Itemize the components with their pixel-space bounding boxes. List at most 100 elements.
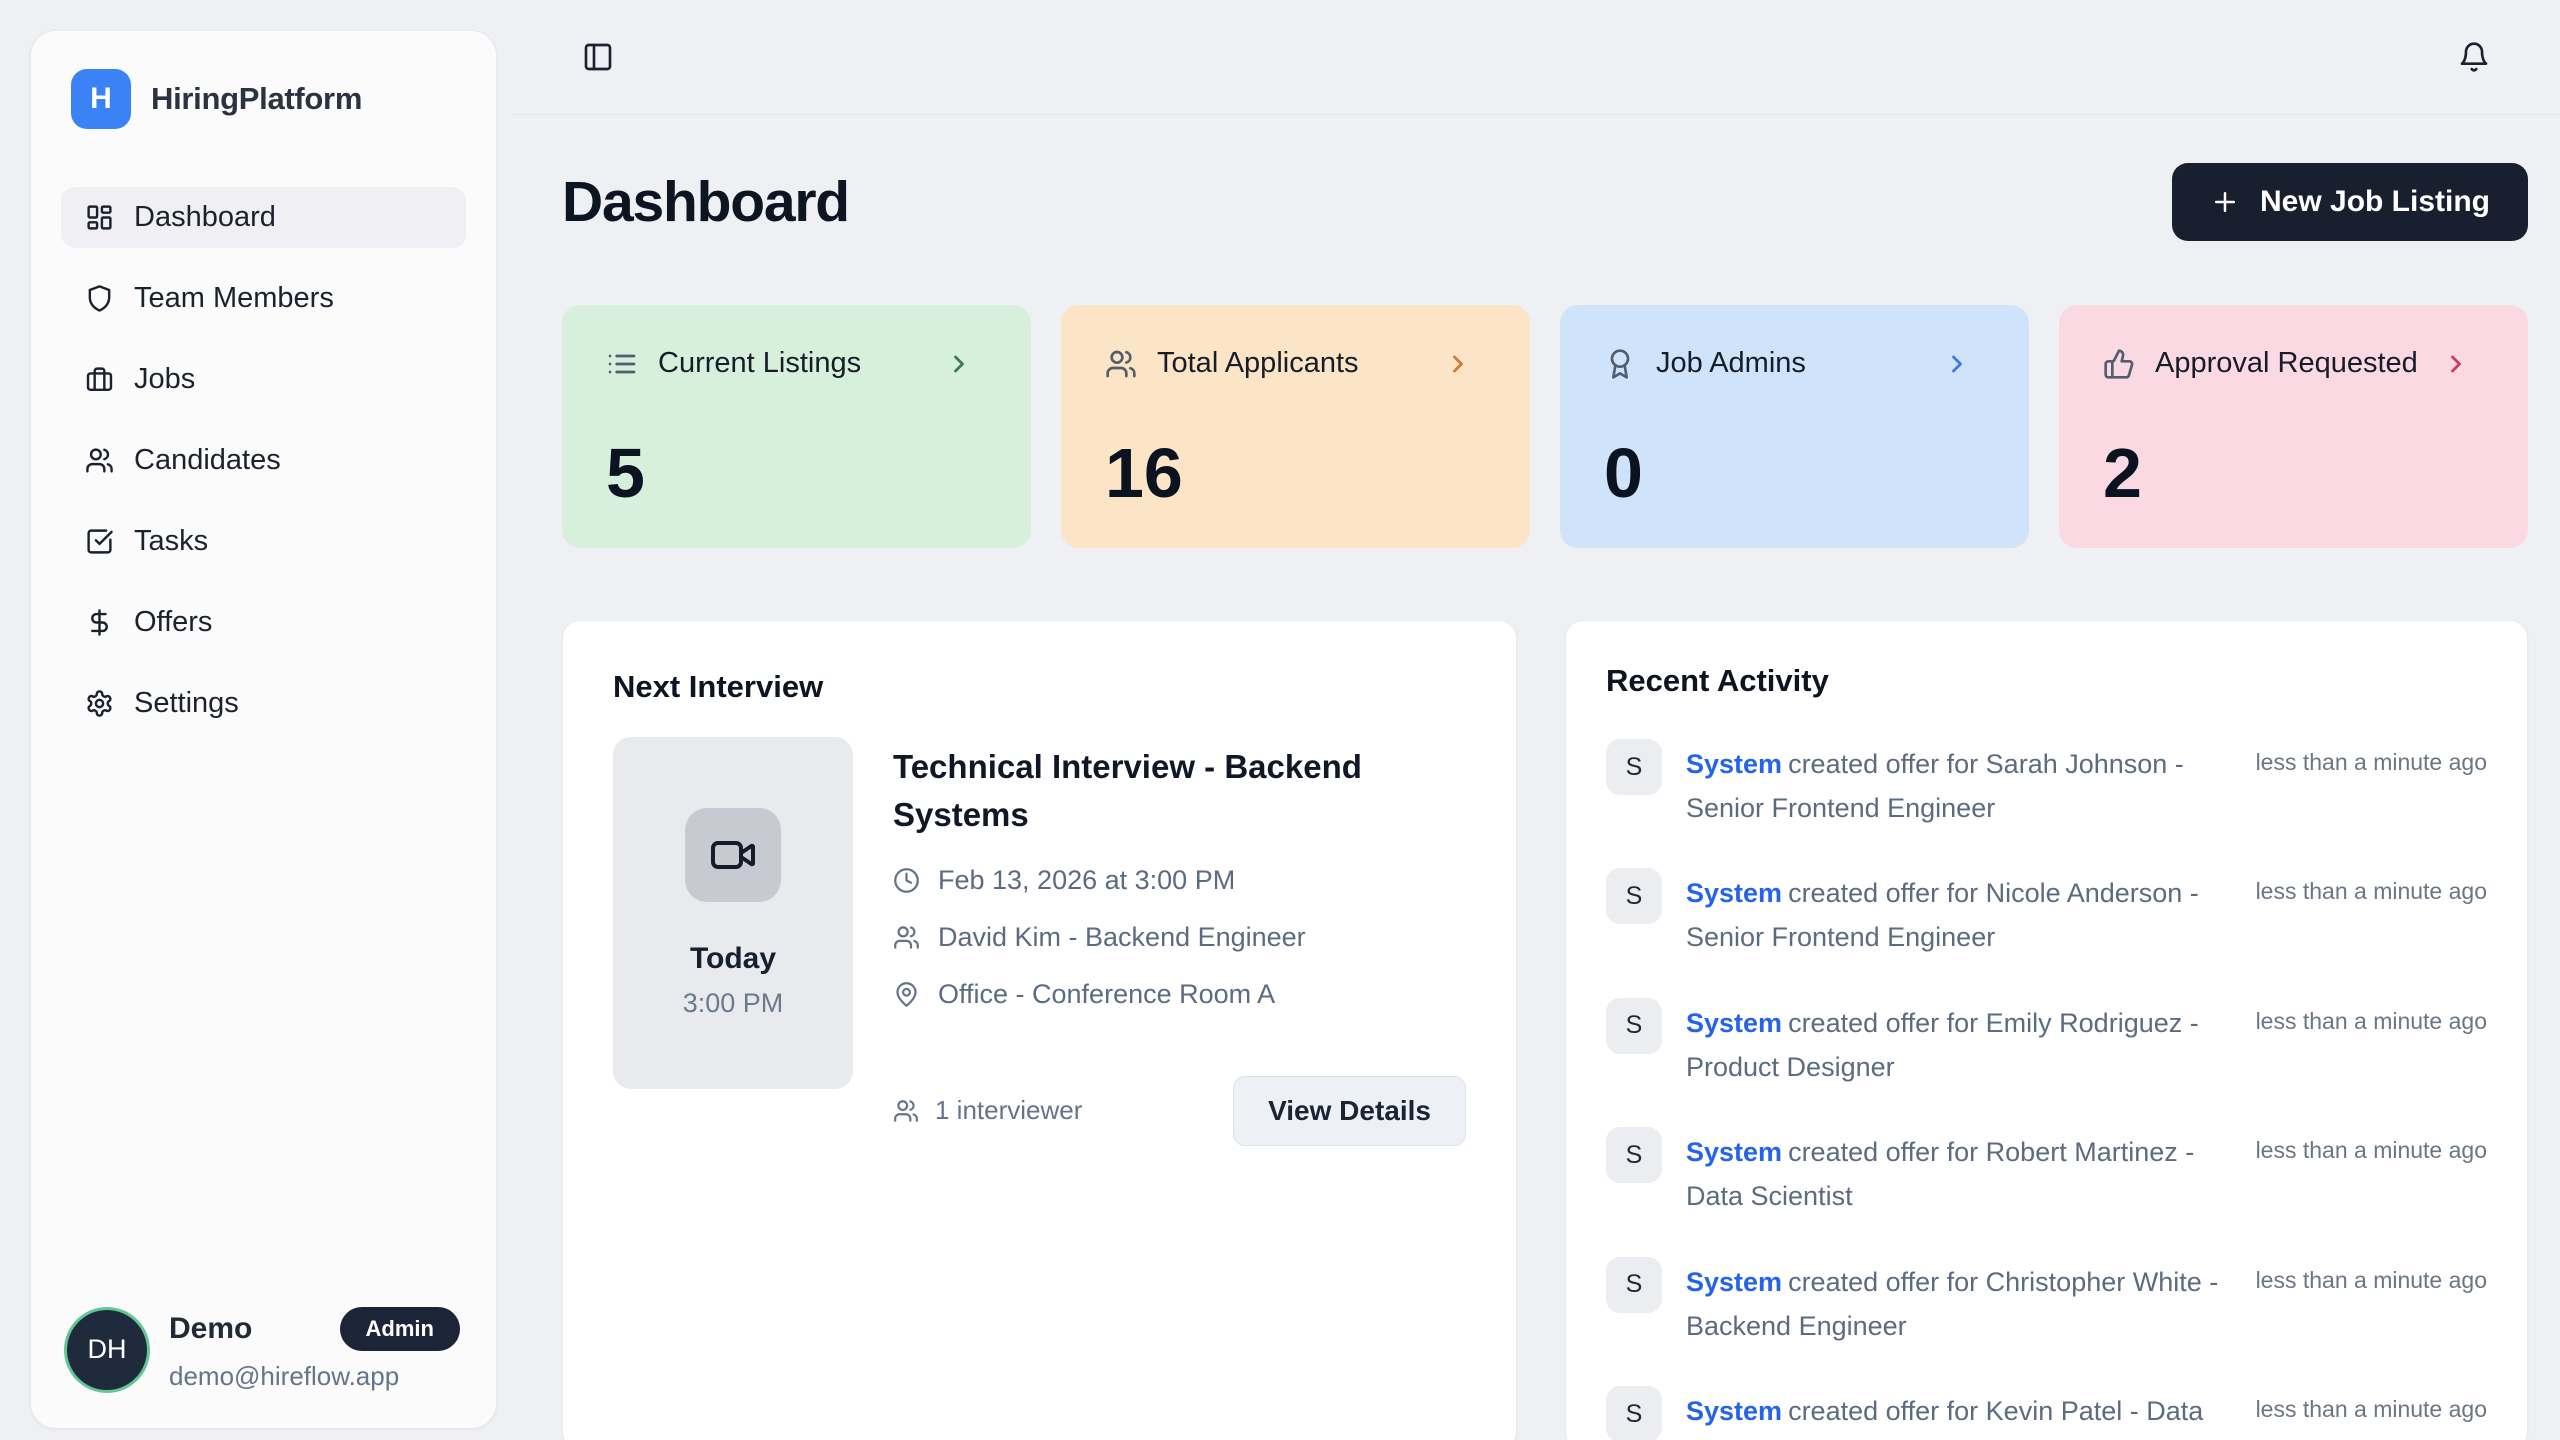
map-pin-icon (893, 981, 920, 1008)
activity-text: System created offer for Christopher Whit… (1686, 1266, 2219, 1341)
chevron-right-icon (945, 350, 973, 378)
stat-label: Approval Requested (2155, 347, 2418, 379)
brand-name: HiringPlatform (151, 81, 363, 116)
activity-text: System created offer for Sarah Johnson - … (1686, 749, 2184, 823)
user-card[interactable]: DH Demo Admin demo@hireflow.app (61, 1307, 466, 1392)
activity-actor-link[interactable]: System (1686, 1396, 1783, 1427)
stat-card-current-listings[interactable]: Current Listings 5 (562, 305, 1031, 548)
notifications-button[interactable] (2452, 35, 2496, 79)
list-icon (606, 348, 638, 380)
stat-label: Total Applicants (1157, 347, 1359, 379)
new-job-listing-button[interactable]: New Job Listing (2171, 163, 2528, 241)
thumbs-up-icon (2103, 348, 2135, 380)
recent-activity-title: Recent Activity (1606, 663, 1829, 698)
activity-avatar: S (1606, 997, 1662, 1054)
stat-card-total-applicants[interactable]: Total Applicants 16 (1061, 305, 1530, 548)
layout-dashboard-icon (85, 203, 114, 232)
sidebar: H HiringPlatform Dashboard Team Members … (30, 30, 497, 1429)
sidebar-item-dashboard[interactable]: Dashboard (61, 187, 466, 248)
activity-item: S System created offer for Emily Rodrigue… (1606, 997, 2487, 1089)
activity-text: System created offer for Emily Rodriguez … (1686, 1007, 2199, 1082)
user-email: demo@hireflow.app (169, 1361, 400, 1391)
activity-timestamp: less than a minute ago (2255, 1137, 2487, 1164)
interview-location: Office - Conference Room A (938, 978, 1276, 1009)
stat-card-approval-requested[interactable]: Approval Requested 2 (2059, 305, 2528, 548)
clock-icon (893, 867, 920, 894)
activity-avatar: S (1606, 1127, 1662, 1184)
gear-icon (85, 689, 114, 718)
interview-datetime-row: Feb 13, 2026 at 3:00 PM (893, 865, 1466, 896)
users-icon (85, 446, 114, 475)
sidebar-toggle-button[interactable] (576, 35, 620, 79)
interview-datetime: Feb 13, 2026 at 3:00 PM (938, 864, 1236, 895)
activity-avatar: S (1606, 1386, 1662, 1440)
dollar-icon (85, 608, 114, 637)
topbar (512, 0, 2560, 115)
view-details-button[interactable]: View Details (1233, 1075, 1466, 1146)
brand-logo: H (71, 69, 131, 129)
user-info: Demo Admin demo@hireflow.app (169, 1307, 460, 1392)
award-icon (1604, 348, 1636, 380)
activity-timestamp: less than a minute ago (2255, 1007, 2487, 1034)
activity-item: S System created offer for Robert Martine… (1606, 1127, 2487, 1218)
next-interview-title: Next Interview (613, 669, 824, 704)
activity-avatar: S (1606, 739, 1662, 795)
sidebar-item-label: Team Members (134, 282, 334, 314)
chevron-right-icon (1444, 350, 1472, 378)
stat-label: Current Listings (658, 347, 862, 379)
user-name: Demo (169, 1312, 253, 1345)
activity-timestamp: less than a minute ago (2255, 1266, 2487, 1293)
page-content: Dashboard New Job Listing Current Listin… (512, 163, 2560, 1440)
shield-icon (85, 284, 114, 313)
stat-value: 5 (606, 434, 645, 512)
avatar: DH (67, 1309, 147, 1390)
stat-card-job-admins[interactable]: Job Admins 0 (1560, 305, 2029, 548)
activity-item: S System created offer for Kevin Patel - … (1606, 1386, 2487, 1440)
sidebar-item-settings[interactable]: Settings (61, 673, 466, 734)
activity-actor-link[interactable]: System (1686, 1007, 1783, 1038)
next-interview-panel: Next Interview Today 3:00 PM Technical I… (562, 620, 1517, 1440)
sidebar-item-tasks[interactable]: Tasks (61, 511, 466, 572)
activity-text: System created offer for Nicole Anderson … (1686, 878, 2199, 953)
users-icon (893, 924, 920, 951)
interviewer-count: 1 interviewer (893, 1095, 1082, 1126)
interview-day: Today (689, 941, 777, 975)
sidebar-item-label: Settings (134, 687, 239, 719)
sidebar-item-offers[interactable]: Offers (61, 592, 466, 653)
recent-activity-panel: Recent Activity S System created offer fo… (1565, 620, 2528, 1440)
activity-timestamp: less than a minute ago (2255, 878, 2487, 905)
video-camera-icon (685, 807, 781, 902)
sidebar-item-jobs[interactable]: Jobs (61, 349, 466, 410)
plus-icon (2210, 187, 2240, 217)
activity-timestamp: less than a minute ago (2255, 749, 2487, 775)
activity-text: System created offer for Kevin Patel - Da… (1686, 1396, 2204, 1427)
interview-candidate: David Kim - Backend Engineer (938, 921, 1306, 952)
activity-actor-link[interactable]: System (1686, 749, 1783, 779)
activity-list: S System created offer for Sarah Johnson … (1606, 739, 2487, 1440)
activity-item: S System created offer for Sarah Johnson … (1606, 739, 2487, 830)
interview-candidate-row: David Kim - Backend Engineer (893, 922, 1466, 953)
activity-actor-link[interactable]: System (1686, 1137, 1783, 1168)
sidebar-item-candidates[interactable]: Candidates (61, 430, 466, 491)
interview-job-title: Technical Interview - Backend Systems (893, 748, 1362, 833)
chevron-right-icon (2442, 350, 2470, 378)
activity-timestamp: less than a minute ago (2255, 1396, 2487, 1423)
chevron-right-icon (1943, 350, 1971, 378)
interview-location-row: Office - Conference Room A (893, 979, 1466, 1010)
briefcase-icon (85, 365, 114, 394)
users-icon (893, 1098, 919, 1124)
stat-value: 16 (1105, 434, 1183, 512)
interview-time: 3:00 PM (682, 987, 784, 1018)
main-area: Dashboard New Job Listing Current Listin… (512, 0, 2560, 1440)
role-badge: Admin (339, 1307, 460, 1351)
stat-cards: Current Listings 5 Total Applicants 16 J… (562, 305, 2528, 548)
brand: H HiringPlatform (61, 61, 466, 129)
activity-avatar: S (1606, 868, 1662, 925)
interview-schedule-tile: Today 3:00 PM (613, 737, 853, 1089)
sidebar-nav: Dashboard Team Members Jobs Candidates T… (61, 187, 466, 734)
activity-actor-link[interactable]: System (1686, 878, 1783, 909)
activity-actor-link[interactable]: System (1686, 1266, 1783, 1297)
page-title: Dashboard (562, 170, 850, 234)
activity-text: System created offer for Robert Martinez … (1686, 1137, 2195, 1212)
sidebar-item-team-members[interactable]: Team Members (61, 268, 466, 329)
